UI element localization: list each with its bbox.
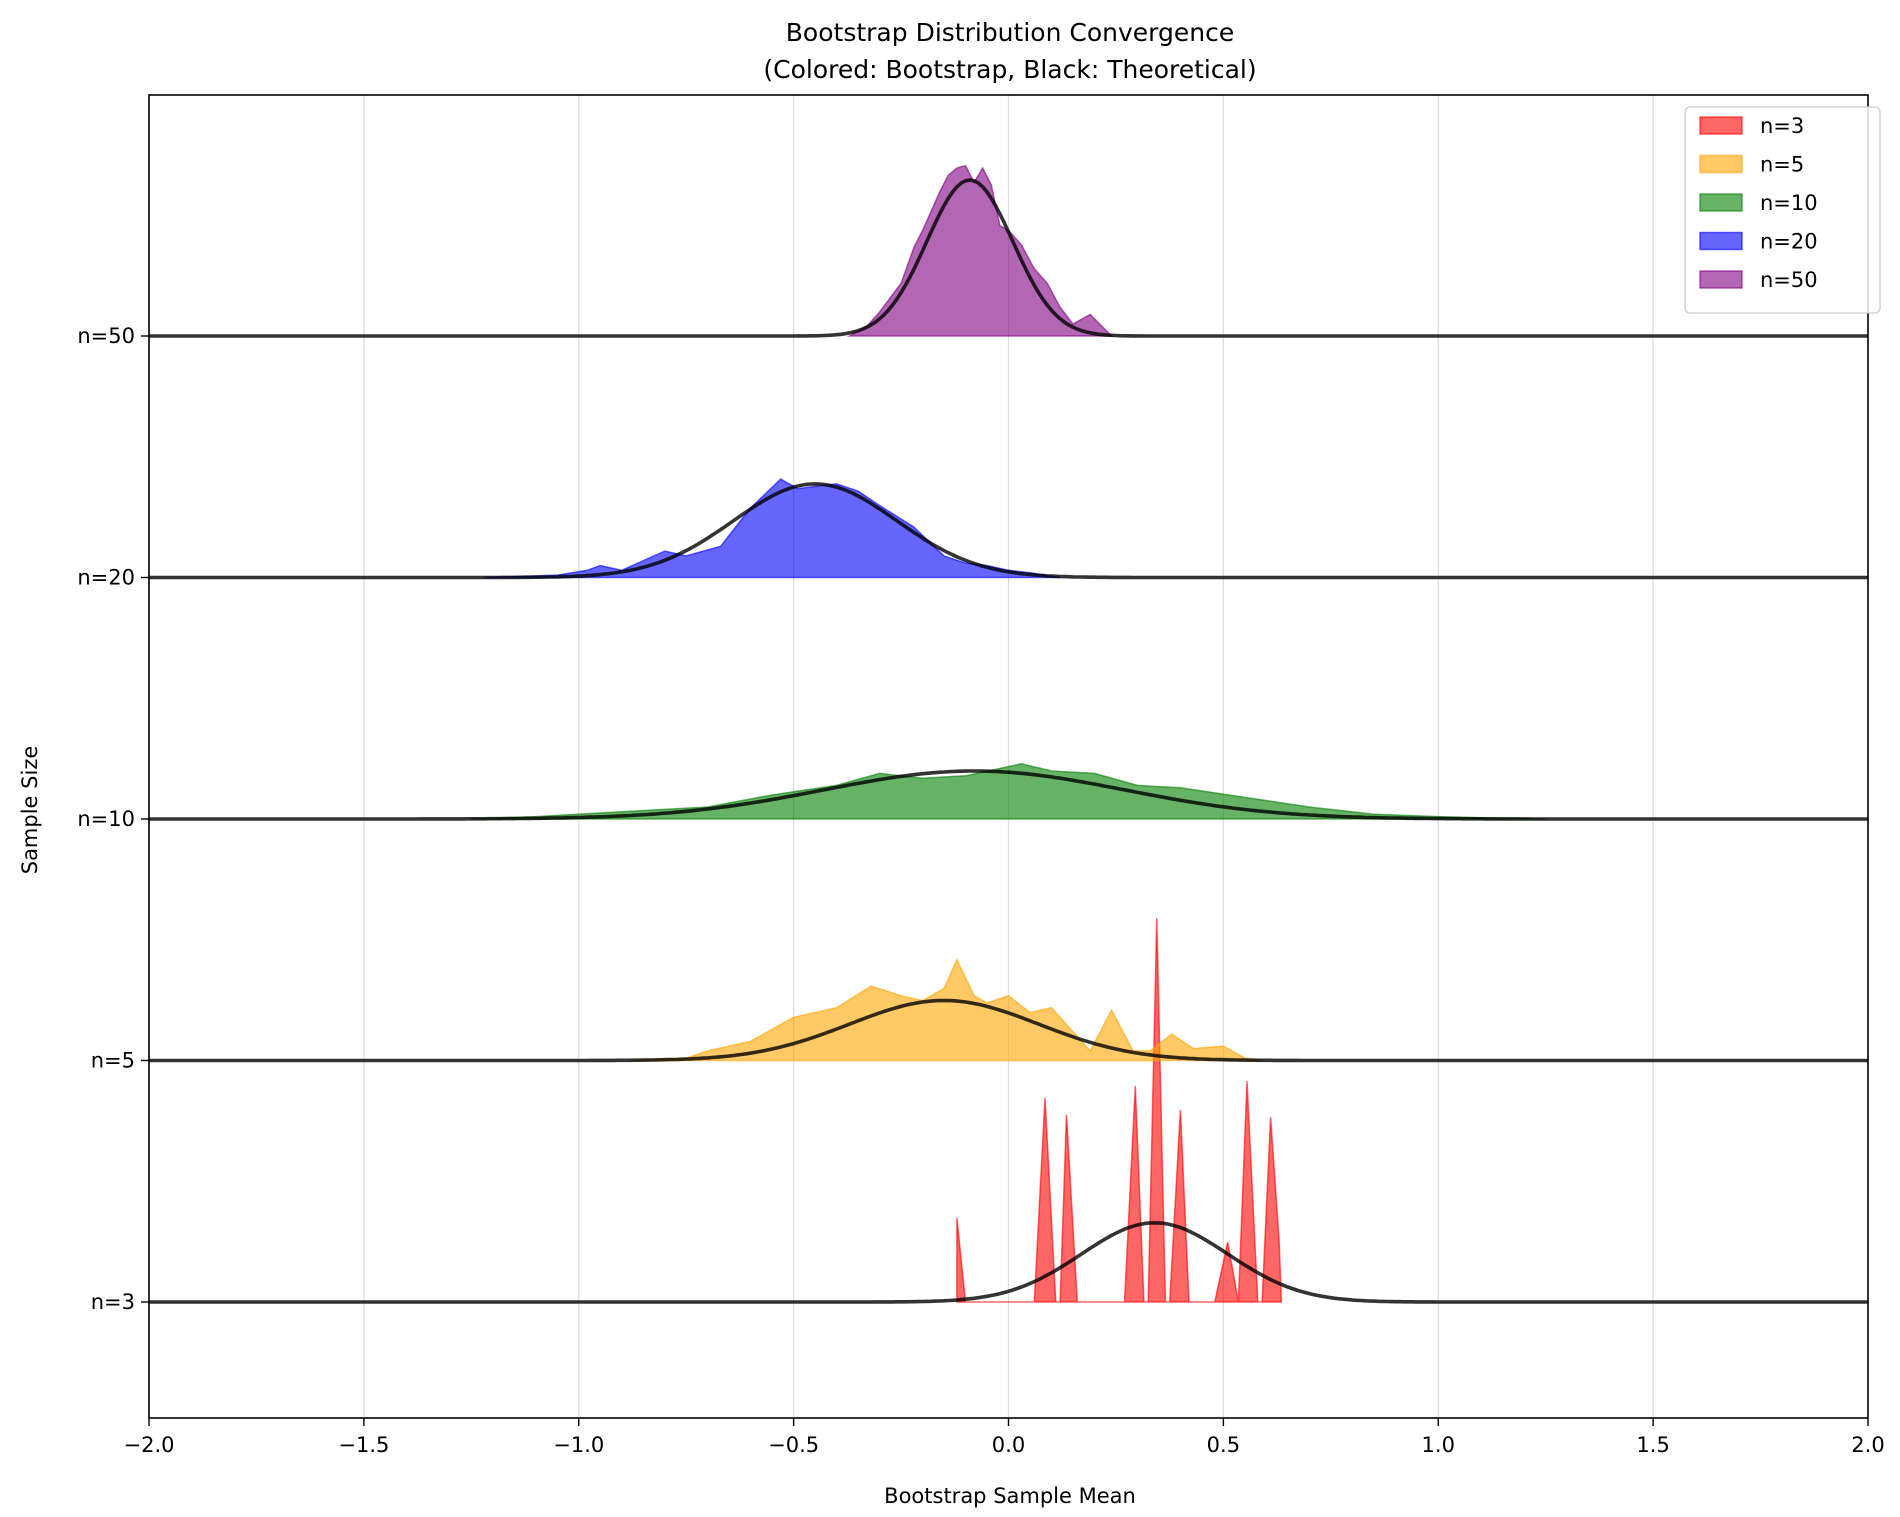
legend-swatch <box>1699 231 1743 251</box>
x-tick-label: −2.0 <box>124 1433 175 1457</box>
theoretical-curve <box>149 1220 1868 1304</box>
theoretical-curve <box>149 998 1868 1063</box>
bootstrap-area <box>846 164 1114 337</box>
x-tick-label: 0.5 <box>1207 1433 1240 1457</box>
legend-label: n=5 <box>1760 153 1804 177</box>
x-axis-label: Bootstrap Sample Mean <box>884 1484 1136 1508</box>
y-axis-label: Sample Size <box>18 746 42 875</box>
bootstrap-area <box>956 917 1283 1303</box>
x-axis-ticks: −2.0 −1.5 −1.0 −0.5 0.0 0.5 1.0 1.5 2.0 <box>124 1418 1885 1457</box>
y-axis-ticks: n=3 n=5 n=10 n=20 n=50 <box>77 324 149 1314</box>
y-tick-label: n=5 <box>91 1049 135 1073</box>
plot-series <box>471 164 1546 1303</box>
x-tick-label: 0.0 <box>992 1433 1025 1457</box>
y-tick-label: n=20 <box>77 566 135 590</box>
legend-swatch <box>1699 116 1743 135</box>
x-tick-label: 1.0 <box>1422 1433 1455 1457</box>
y-tick-label: n=10 <box>77 807 135 831</box>
legend-swatch <box>1699 154 1743 174</box>
x-tick-label: −1.5 <box>338 1433 389 1457</box>
chart-subtitle: (Colored: Bootstrap, Black: Theoretical) <box>763 55 1256 84</box>
x-tick-label: −0.5 <box>768 1433 819 1457</box>
legend-label: n=20 <box>1760 230 1818 254</box>
x-tick-label: 1.5 <box>1636 1433 1669 1457</box>
theoretical-curve <box>149 482 1868 580</box>
legend-label: n=10 <box>1760 191 1818 215</box>
chart-title: Bootstrap Distribution Convergence <box>786 18 1234 47</box>
y-tick-label: n=50 <box>77 324 135 348</box>
theoretical-curve <box>149 178 1868 338</box>
legend-label: n=50 <box>1760 268 1818 292</box>
theoretical-curves <box>149 178 1868 1304</box>
bootstrap-area <box>630 957 1263 1062</box>
legend: n=3 n=5 n=10 n=20 n=50 <box>1684 106 1881 314</box>
bootstrap-area <box>484 478 1061 579</box>
x-tick-label: −1.0 <box>553 1433 604 1457</box>
legend-label: n=3 <box>1760 114 1804 138</box>
theoretical-curve <box>149 769 1868 821</box>
legend-swatch <box>1699 193 1743 212</box>
y-tick-label: n=3 <box>91 1290 135 1314</box>
x-tick-label: 2.0 <box>1851 1433 1884 1457</box>
legend-swatch <box>1699 270 1743 289</box>
